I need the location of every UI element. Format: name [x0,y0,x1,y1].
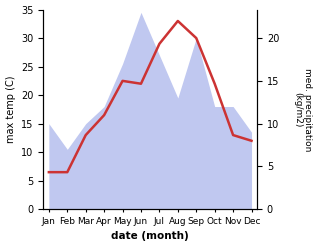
Y-axis label: max temp (C): max temp (C) [5,76,16,143]
X-axis label: date (month): date (month) [111,231,189,242]
Y-axis label: med. precipitation
(kg/m2): med. precipitation (kg/m2) [293,68,313,151]
